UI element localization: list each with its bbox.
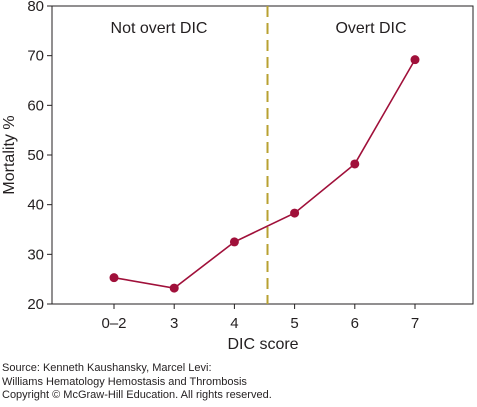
data-point-6 — [350, 159, 360, 169]
annotation-not-overt-dic: Not overt DIC — [111, 20, 208, 37]
x-tick-label-0: 0–2 — [101, 315, 126, 332]
y-tick-label-50: 50 — [27, 147, 44, 164]
source-citation: Source: Kenneth Kaushansky, Marcel Levi:… — [2, 362, 272, 403]
y-tick-label-30: 30 — [27, 246, 44, 263]
y-tick-label-60: 60 — [27, 97, 44, 114]
series-group — [109, 55, 420, 293]
series-line-0 — [113, 59, 416, 289]
x-tick-label-4: 6 — [351, 315, 359, 332]
x-tick-label-1: 3 — [170, 315, 178, 332]
x-tick-label-5: 7 — [411, 315, 419, 332]
data-point-5 — [290, 208, 300, 218]
source-line-title: Williams Hematology Hemostasis and Throm… — [2, 375, 247, 388]
y-tick-label-20: 20 — [27, 296, 44, 313]
x-axis-title: DIC score — [227, 336, 298, 353]
data-point-7 — [410, 55, 420, 65]
x-tick-label-3: 5 — [290, 315, 298, 332]
source-line-copyright: Copyright © McGraw-Hill Education. All r… — [2, 389, 272, 401]
y-tick-label-40: 40 — [27, 197, 44, 214]
x-tick-label-2: 4 — [230, 315, 238, 332]
x-axis: 0–2 3 4 5 6 7 — [101, 304, 419, 332]
plot-frame — [51, 5, 474, 305]
source-line-authors: Source: Kenneth Kaushansky, Marcel Levi: — [2, 362, 212, 374]
y-axis-title: Mortality % — [1, 115, 18, 194]
data-point-4 — [229, 237, 239, 247]
annotation-overt-dic: Overt DIC — [335, 20, 406, 37]
data-point-3 — [169, 283, 179, 293]
y-tick-label-80: 80 — [27, 0, 44, 15]
data-point-0–2 — [109, 273, 119, 283]
mortality-chart: 20 30 40 50 60 70 80 0–2 3 4 5 6 7 Not overt DIC Ov… — [1, 0, 474, 353]
y-axis: 20 30 40 50 60 70 80 — [27, 0, 52, 313]
y-tick-label-70: 70 — [27, 48, 44, 65]
